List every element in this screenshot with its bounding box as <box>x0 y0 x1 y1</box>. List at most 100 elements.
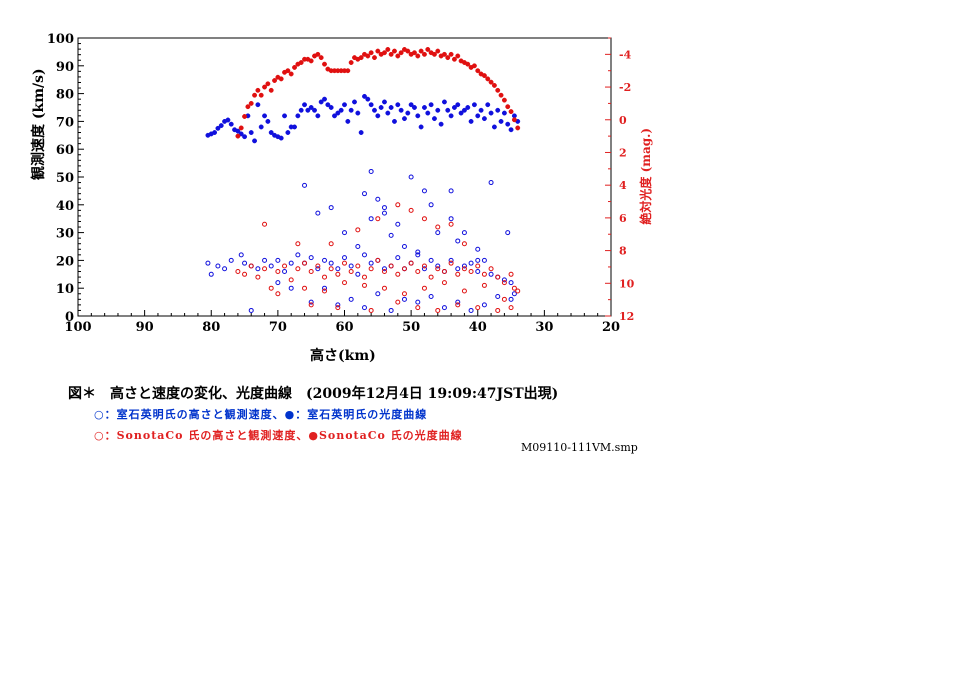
y-tick-label: 60 <box>56 143 74 158</box>
data-point-series-3 <box>322 274 328 280</box>
data-point-series-3 <box>275 269 281 275</box>
data-point-series-0 <box>478 107 484 113</box>
data-point-series-1 <box>292 64 297 70</box>
data-point-series-3 <box>328 241 334 247</box>
y-tick-label: 0 <box>65 310 74 325</box>
data-point-series-0 <box>418 124 424 130</box>
data-point-series-1 <box>495 87 501 93</box>
data-point-series-2 <box>381 210 387 216</box>
ticks-layer: 100 90 80 70 60 50 40 30 20010203040506070809010… <box>47 32 635 335</box>
data-point-series-2 <box>315 210 321 216</box>
data-point-series-1 <box>508 109 514 115</box>
data-point-series-1 <box>375 48 381 54</box>
data-point-series-0 <box>265 118 271 124</box>
data-point-series-0 <box>378 105 384 110</box>
data-point-series-3 <box>401 266 407 272</box>
data-point-series-0 <box>278 135 284 141</box>
y-tick-label: 90 <box>56 60 74 75</box>
data-point-series-1 <box>392 48 397 54</box>
data-point-series-2 <box>455 238 461 244</box>
data-point-series-2 <box>455 266 461 272</box>
data-point-series-1 <box>372 55 377 61</box>
data-point-series-0 <box>475 113 481 119</box>
data-point-series-3 <box>421 285 427 291</box>
data-point-series-1 <box>398 50 404 56</box>
data-point-series-0 <box>368 102 374 108</box>
data-point-series-0 <box>498 118 504 124</box>
data-point-series-0 <box>318 99 324 105</box>
y-tick-label: 80 <box>56 88 74 103</box>
data-point-series-2 <box>355 244 361 249</box>
data-point-series-2 <box>468 307 474 313</box>
data-point-series-0 <box>491 124 497 130</box>
filename-label: M09110-111VM.smp <box>521 441 638 454</box>
data-point-series-0 <box>445 107 451 113</box>
data-point-series-3 <box>275 291 281 297</box>
data-point-series-0 <box>308 105 314 110</box>
data-point-series-3 <box>511 285 517 291</box>
data-point-series-1 <box>238 125 244 131</box>
data-point-series-3 <box>408 260 414 266</box>
y-tick-label: 30 <box>56 227 74 242</box>
data-point-series-0 <box>505 121 511 127</box>
data-point-series-3 <box>475 305 481 311</box>
data-point-series-3 <box>415 305 421 311</box>
data-point-series-2 <box>488 271 494 277</box>
data-point-series-2 <box>481 302 487 308</box>
data-point-series-3 <box>441 280 447 286</box>
data-point-series-2 <box>308 255 314 261</box>
data-point-series-0 <box>415 113 421 119</box>
data-point-series-2 <box>448 216 454 222</box>
x-axis-title: 高さ(km) <box>310 348 376 364</box>
data-point-series-3 <box>401 291 407 297</box>
data-point-series-1 <box>465 61 471 67</box>
data-point-series-3 <box>375 257 381 263</box>
data-point-series-2 <box>395 255 401 261</box>
figure-caption: 図＊ 高さと速度の変化、光度曲線 (2009年12月4日 19:09:47JST… <box>68 386 559 402</box>
data-point-series-0 <box>362 93 367 99</box>
data-point-series-1 <box>475 68 481 74</box>
data-point-series-3 <box>302 260 308 266</box>
data-point-series-2 <box>282 269 288 275</box>
points-layer <box>205 46 521 313</box>
data-point-series-0 <box>305 107 311 113</box>
data-point-series-1 <box>488 79 494 85</box>
data-point-series-2 <box>255 266 261 272</box>
data-point-series-2 <box>415 249 421 255</box>
data-point-series-2 <box>505 230 511 236</box>
data-point-series-2 <box>508 280 514 286</box>
data-point-series-2 <box>242 260 248 266</box>
data-point-series-3 <box>308 302 314 308</box>
y-tick-label: 100 <box>47 32 74 47</box>
data-point-series-2 <box>381 205 387 211</box>
y2-tick-label: -2 <box>619 81 631 94</box>
data-point-series-2 <box>441 305 447 311</box>
data-point-series-2 <box>381 266 387 272</box>
data-point-series-3 <box>302 285 308 291</box>
data-point-series-1 <box>425 46 431 52</box>
data-point-series-0 <box>335 110 341 116</box>
y-tick-label: 20 <box>56 254 74 269</box>
data-point-series-0 <box>252 138 258 144</box>
data-point-series-2 <box>268 263 274 269</box>
data-point-series-3 <box>342 260 347 266</box>
data-point-series-0 <box>225 117 231 123</box>
data-point-series-2 <box>501 277 507 283</box>
data-point-series-2 <box>375 291 381 297</box>
data-point-series-0 <box>248 130 254 135</box>
data-point-series-1 <box>268 87 274 93</box>
data-point-series-2 <box>315 266 321 272</box>
data-point-series-0 <box>468 118 474 124</box>
data-point-series-2 <box>295 252 301 258</box>
data-point-series-0 <box>388 105 394 110</box>
data-point-series-0 <box>428 102 434 108</box>
data-point-series-3 <box>295 241 301 247</box>
data-point-series-1 <box>448 51 454 57</box>
data-point-series-1 <box>348 60 354 65</box>
data-point-series-0 <box>425 110 431 116</box>
data-point-series-0 <box>342 102 347 108</box>
data-point-series-0 <box>458 110 464 116</box>
data-point-series-1 <box>515 125 521 131</box>
y2-tick-label: 2 <box>619 146 627 159</box>
data-point-series-2 <box>428 202 434 208</box>
